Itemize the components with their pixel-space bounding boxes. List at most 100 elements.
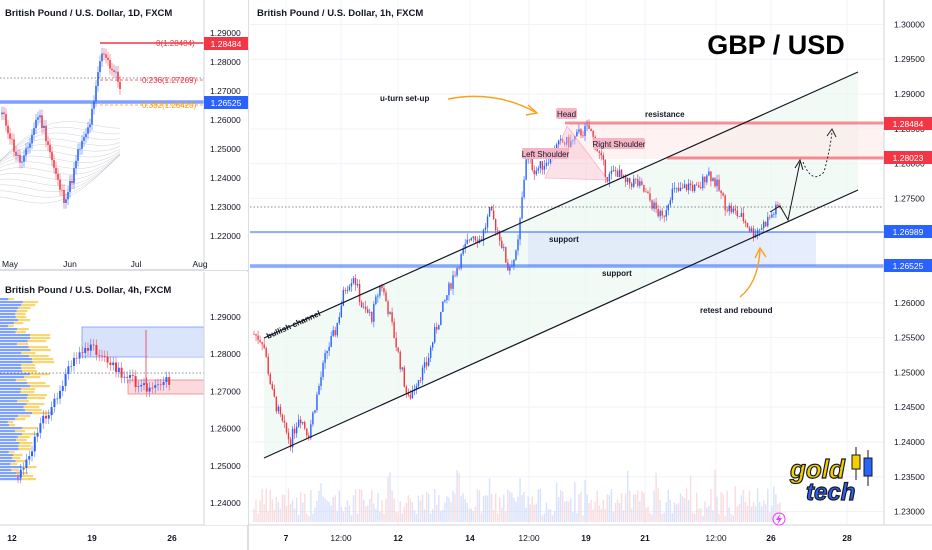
left-shoulder-box — [522, 148, 569, 159]
volume-profile-bar — [0, 460, 16, 463]
volume-bar — [419, 500, 422, 522]
volume-bar — [326, 500, 328, 522]
bl-candle-body — [129, 375, 131, 378]
candle-body — [722, 192, 724, 196]
candle-body — [261, 342, 263, 345]
candle-body — [484, 227, 487, 230]
candle-body — [624, 175, 627, 182]
volume-profile-bar — [0, 358, 32, 361]
volume-bar — [293, 508, 296, 522]
candle-body — [578, 129, 580, 132]
candle-body — [708, 171, 710, 176]
candle-body — [324, 353, 326, 363]
candle-body — [720, 190, 722, 193]
volume-profile-bar — [0, 475, 20, 478]
volume-bar — [740, 495, 743, 522]
tl-candle-body — [13, 139, 15, 152]
candle-body — [728, 205, 730, 212]
volume-profile-bar — [0, 352, 22, 355]
candle-body — [259, 339, 261, 343]
volume-bar — [427, 493, 430, 522]
volume-profile-bar — [0, 376, 25, 379]
candle-body — [588, 125, 590, 129]
candle-body — [769, 216, 771, 218]
candle-body — [470, 238, 473, 241]
volume-bar — [641, 490, 643, 522]
volume-bar — [744, 501, 747, 522]
tl-tag-lo-text: 1.26525 — [211, 98, 242, 108]
candle-body — [283, 420, 286, 423]
bl-candle-body — [137, 386, 140, 388]
volume-bar — [665, 502, 667, 522]
volume-bar — [760, 506, 763, 522]
volume-bar — [389, 472, 391, 522]
uturn-arrow-head — [525, 104, 539, 116]
candle-body — [348, 286, 351, 291]
volume-profile-bar — [0, 466, 22, 469]
volume-bar — [618, 502, 621, 522]
candle-body — [752, 228, 755, 238]
bl-candle-body — [106, 356, 109, 363]
candle-body — [375, 296, 377, 305]
bl-candle-body — [143, 383, 145, 385]
candle-body — [263, 344, 265, 349]
volume-bar — [765, 504, 767, 522]
volume-bar — [257, 513, 259, 522]
candle-body — [602, 155, 605, 160]
volume-bar — [381, 500, 383, 522]
candle-body — [391, 312, 393, 322]
candle-body — [760, 228, 763, 230]
candle-body — [399, 351, 401, 370]
volume-bar — [364, 506, 367, 522]
candle-body — [736, 210, 739, 216]
bl-candle-body — [103, 355, 106, 357]
tl-candle-body — [19, 154, 21, 163]
candle-body — [486, 216, 489, 228]
volume-bar — [320, 483, 322, 522]
tl-y-tick: 1.24000 — [210, 173, 241, 183]
volume-bar — [462, 493, 464, 522]
volume-profile-bar — [0, 397, 28, 400]
volume-profile-bar — [0, 457, 13, 460]
volume-bar — [454, 493, 456, 522]
volume-profile-bar — [0, 370, 23, 373]
tl-candle-body — [35, 119, 37, 129]
volume-bar — [423, 509, 426, 522]
candle-body — [519, 218, 521, 240]
volume-bar — [763, 500, 765, 522]
bl-candle-body — [39, 423, 42, 433]
volume-bar — [582, 515, 584, 522]
volume-bar — [702, 515, 704, 522]
bl-candle-body — [19, 469, 22, 478]
volume-bar — [287, 488, 290, 522]
candle-body — [387, 301, 389, 315]
bl-candle-body — [36, 432, 39, 437]
volume-bar — [693, 514, 696, 522]
candle-body — [454, 275, 456, 277]
candle-body — [566, 136, 568, 145]
volume-bar — [490, 493, 493, 522]
candle-body — [576, 131, 578, 137]
volume-bar — [253, 509, 255, 522]
lightning-icon[interactable] — [772, 512, 786, 526]
candle-body — [499, 230, 501, 241]
candle-body — [297, 419, 300, 427]
volume-bar — [312, 513, 314, 522]
tl-candle-body — [51, 152, 53, 161]
volume-bar — [275, 496, 278, 522]
volume-bar — [728, 507, 730, 522]
candle-body — [308, 435, 310, 438]
tl-candle-body — [73, 168, 75, 184]
main-y-tick: 1.24000 — [894, 437, 925, 447]
candle-body — [635, 178, 637, 180]
volume-bar — [486, 495, 489, 522]
volume-bar — [758, 502, 761, 522]
bl-candle-body — [145, 383, 148, 392]
volume-bar — [474, 506, 477, 522]
volume-profile-bar — [0, 424, 10, 427]
goldtech-logo: gold tech — [788, 447, 873, 507]
bl-x-tick: 19 — [87, 533, 97, 543]
candle-body — [568, 136, 570, 148]
candle-body — [281, 414, 284, 421]
bl-candle-body — [101, 355, 103, 357]
